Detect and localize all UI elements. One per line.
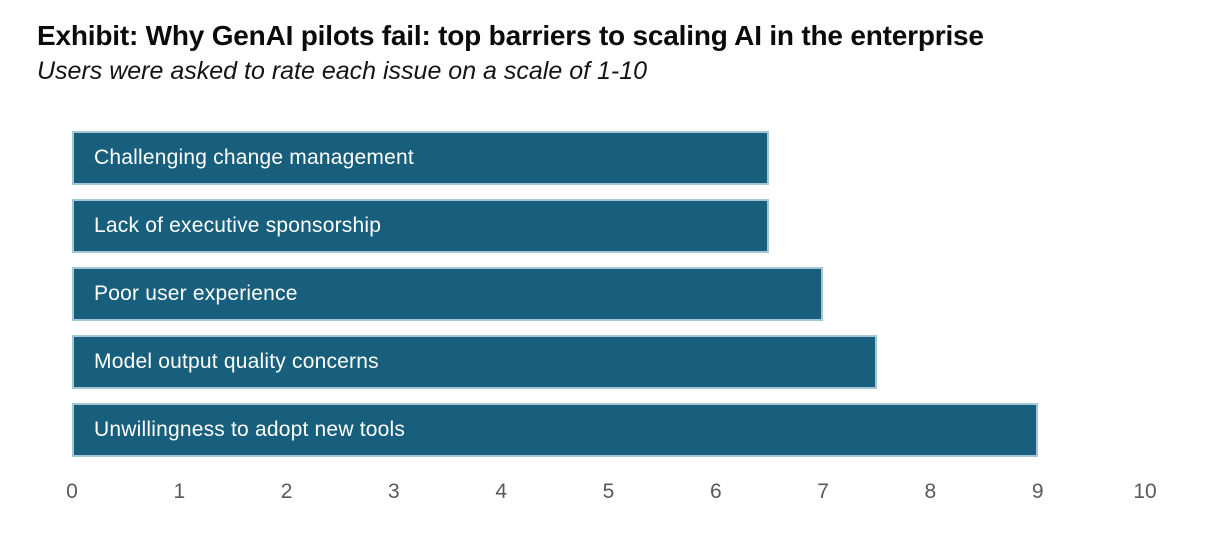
x-tick-label: 9: [1031, 480, 1044, 503]
bar-label: Model output quality concerns: [94, 350, 379, 373]
x-tick-label: 5: [602, 480, 615, 503]
bar-label: Unwillingness to adopt new tools: [94, 418, 406, 441]
chart-header: Exhibit: Why GenAI pilots fail: top barr…: [37, 20, 1177, 88]
bar: Model output quality concerns: [72, 335, 877, 389]
bar-label: Poor user experience: [94, 282, 298, 305]
bar-row: Challenging change management: [72, 131, 1145, 185]
chart-title: Exhibit: Why GenAI pilots fail: top barr…: [37, 20, 984, 51]
bar-row: Model output quality concerns: [72, 335, 1145, 389]
x-tick-label: 6: [709, 480, 722, 503]
bar-row: Lack of executive sponsorship: [72, 199, 1145, 253]
x-tick-label: 10: [1133, 480, 1157, 503]
x-tick-label: 7: [817, 480, 829, 503]
bar: Challenging change management: [72, 131, 770, 185]
x-tick-label: 1: [173, 480, 186, 503]
chart-subtitle: Users were asked to rate each issue on a…: [37, 57, 648, 86]
bar: Unwillingness to adopt new tools: [72, 403, 1038, 457]
bar-label: Challenging change management: [94, 146, 414, 169]
x-tick-label: 4: [495, 480, 508, 503]
bar: Lack of executive sponsorship: [72, 199, 770, 253]
x-tick-label: 2: [280, 480, 293, 503]
x-axis: 0 1 2 3 4 5 6 7 8 9 10: [66, 479, 1157, 509]
bar-plot-area: Challenging change management Lack of exe…: [72, 131, 1145, 457]
x-tick-label: 0: [66, 480, 78, 503]
x-tick-label: 8: [924, 480, 937, 503]
x-tick-label: 3: [388, 480, 400, 503]
bar-label: Lack of executive sponsorship: [94, 214, 382, 237]
bar: Poor user experience: [72, 267, 824, 321]
bar-row: Poor user experience: [72, 267, 1145, 321]
bar-row: Unwillingness to adopt new tools: [72, 403, 1145, 457]
